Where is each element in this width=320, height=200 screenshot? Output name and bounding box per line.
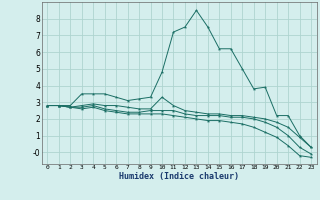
X-axis label: Humidex (Indice chaleur): Humidex (Indice chaleur) [119, 172, 239, 181]
